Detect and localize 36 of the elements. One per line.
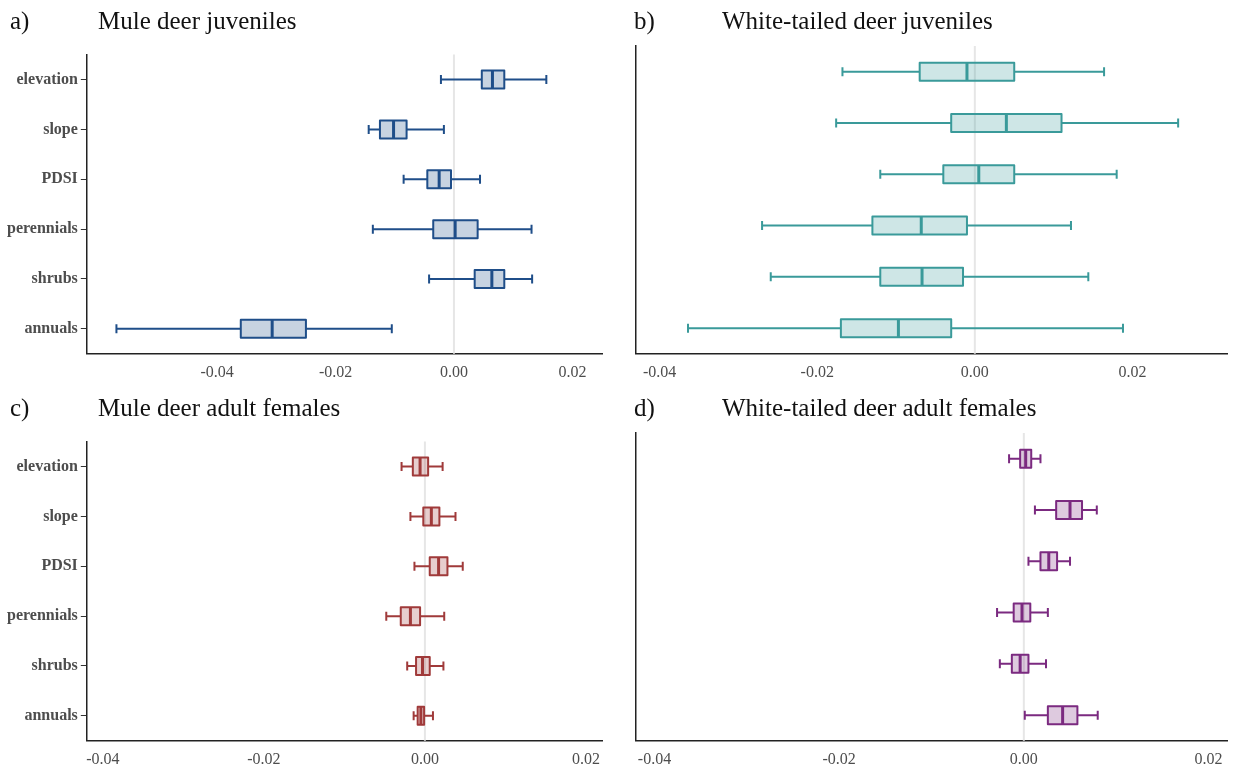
y-tick-label: PDSI (41, 169, 78, 187)
x-tick-label: 0.00 (439, 362, 468, 380)
y-tick-label: slope (43, 119, 78, 138)
y-tick-label: slope (43, 506, 78, 525)
text: c) (9, 394, 31, 422)
y-tick-label: annuals (24, 706, 78, 724)
chart-title: Mule deer adult females (98, 394, 341, 422)
y-tick-label: annuals (24, 319, 78, 337)
x-tick-label: -0.04 (200, 362, 234, 380)
text: a) (9, 7, 31, 35)
y-tick-label: perennials (7, 219, 78, 238)
y-tick-label: elevation (16, 456, 78, 474)
y-tick-label: shrubs (31, 656, 78, 674)
chart-title: White-tailed deer juveniles (722, 7, 993, 35)
x-tick-label: 0.00 (960, 362, 989, 380)
chart-title: White-tailed deer adult females (722, 394, 1037, 422)
x-tick-label: 0.02 (571, 749, 600, 767)
x-tick-label: 0.00 (1009, 749, 1038, 767)
x-tick-label: -0.02 (318, 362, 353, 380)
chart-title: Mule deer juveniles (98, 7, 297, 35)
y-tick-label: shrubs (31, 269, 78, 287)
x-tick-label: -0.02 (800, 362, 834, 380)
x-tick-label: -0.04 (86, 749, 120, 767)
text: d) (633, 394, 656, 422)
x-tick-label: 0.00 (410, 749, 439, 767)
y-tick-label: PDSI (41, 556, 78, 574)
x-tick-label: 0.02 (1118, 362, 1147, 380)
x-tick-label: -0.02 (822, 749, 856, 767)
y-tick-label: perennials (7, 606, 78, 625)
x-tick-label: -0.04 (642, 362, 677, 380)
x-tick-label: -0.02 (247, 749, 281, 767)
text: b) (633, 7, 656, 35)
x-tick-label: 0.02 (1194, 749, 1223, 767)
x-tick-label: -0.04 (637, 749, 672, 767)
x-tick-label: 0.02 (558, 362, 587, 380)
y-tick-label: elevation (16, 69, 78, 87)
